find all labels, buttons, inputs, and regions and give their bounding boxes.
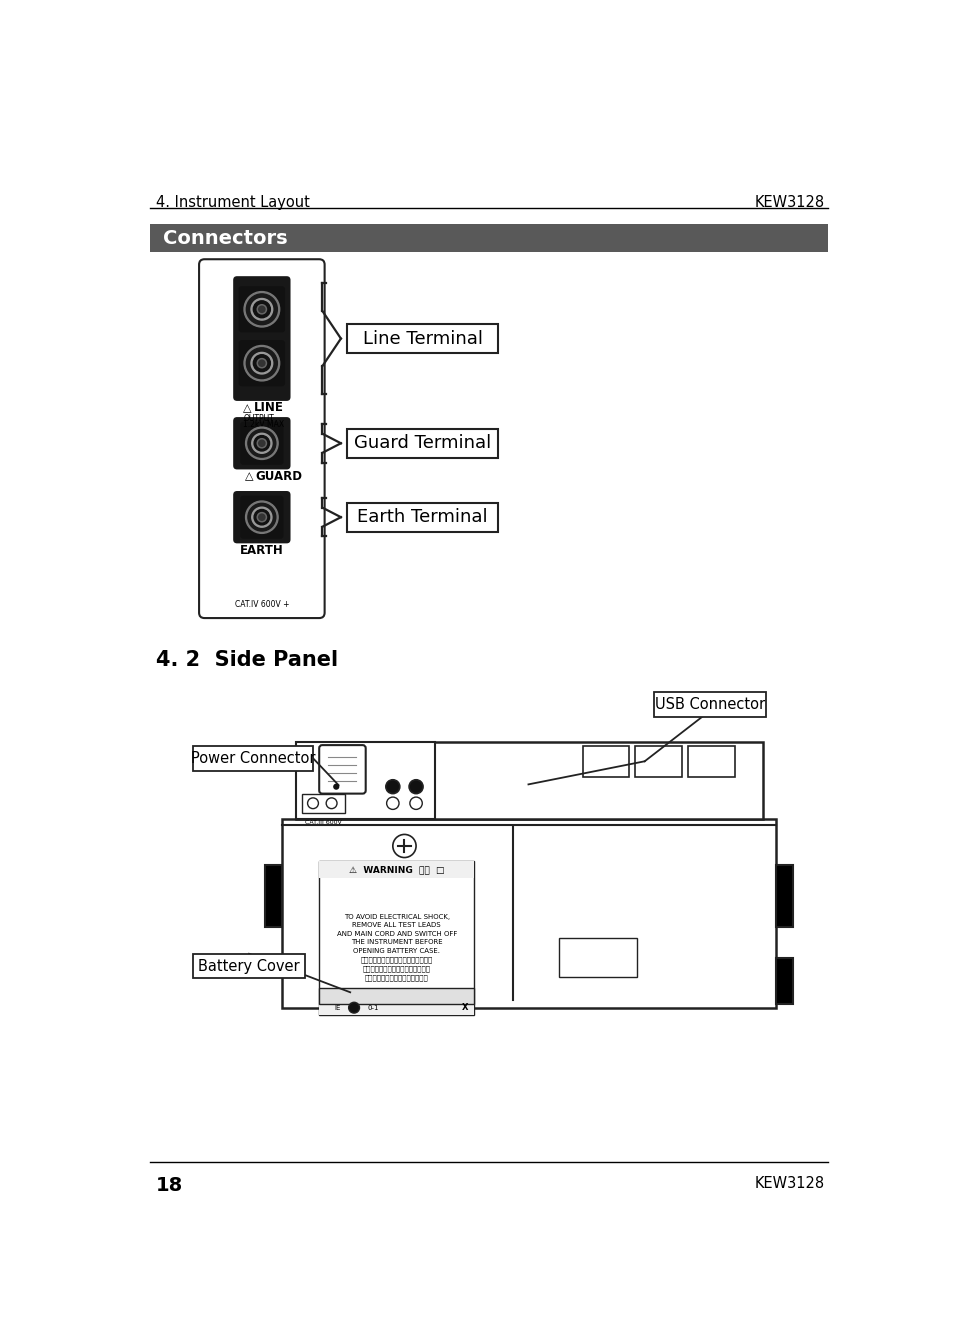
FancyBboxPatch shape — [233, 416, 291, 470]
Text: Guard Terminal: Guard Terminal — [354, 434, 491, 453]
Circle shape — [253, 301, 270, 317]
Bar — [635, 746, 681, 777]
Text: X: X — [461, 1003, 468, 1012]
FancyBboxPatch shape — [240, 422, 283, 465]
Bar — [776, 957, 793, 1004]
Circle shape — [258, 514, 265, 521]
Text: Connectors: Connectors — [163, 229, 288, 248]
Bar — [193, 953, 305, 979]
Circle shape — [257, 439, 266, 447]
Circle shape — [409, 779, 422, 794]
Circle shape — [393, 834, 416, 857]
Text: IE: IE — [335, 1004, 341, 1011]
Circle shape — [252, 434, 272, 454]
Bar — [319, 988, 474, 1004]
Text: LINE: LINE — [253, 402, 284, 414]
Text: Earth Terminal: Earth Terminal — [357, 509, 488, 526]
Bar — [347, 428, 497, 458]
Circle shape — [257, 359, 266, 368]
FancyBboxPatch shape — [238, 340, 285, 386]
Circle shape — [245, 501, 278, 533]
Circle shape — [253, 435, 270, 451]
Circle shape — [251, 299, 273, 320]
Text: ⚠  WARNING  警告  □: ⚠ WARNING 警告 □ — [349, 865, 444, 874]
Text: TO AVOID ELECTRICAL SHOCK,
REMOVE ALL TEST LEADS
AND MAIN CORD AND SWITCH OFF
TH: TO AVOID ELECTRICAL SHOCK, REMOVE ALL TE… — [336, 915, 456, 981]
Text: GUARD: GUARD — [255, 470, 302, 483]
Circle shape — [244, 292, 279, 327]
Bar — [347, 502, 497, 532]
Text: △: △ — [245, 471, 253, 482]
Circle shape — [257, 513, 266, 522]
Circle shape — [258, 307, 265, 312]
Bar — [687, 746, 734, 777]
FancyBboxPatch shape — [240, 495, 283, 538]
Bar — [582, 746, 629, 777]
Circle shape — [248, 503, 275, 532]
Circle shape — [252, 507, 272, 528]
Circle shape — [246, 348, 277, 379]
Text: 1.2kV MAX: 1.2kV MAX — [243, 420, 284, 430]
Text: 4. Instrument Layout: 4. Instrument Layout — [155, 194, 309, 210]
FancyBboxPatch shape — [233, 276, 291, 400]
Bar — [347, 324, 497, 353]
Text: CAT.III 600V: CAT.III 600V — [305, 819, 341, 825]
Bar — [282, 819, 776, 1008]
Text: USB Connector: USB Connector — [655, 696, 764, 712]
Text: Battery Cover: Battery Cover — [198, 959, 299, 973]
Bar — [319, 1000, 474, 1015]
Circle shape — [257, 305, 266, 313]
Text: Power Connector: Power Connector — [191, 751, 314, 766]
Circle shape — [251, 352, 273, 374]
Bar — [295, 742, 761, 819]
Circle shape — [244, 345, 279, 380]
Circle shape — [413, 783, 418, 790]
Circle shape — [253, 355, 270, 372]
Text: 0-1: 0-1 — [367, 1004, 378, 1011]
Bar — [319, 861, 474, 1015]
Text: OUTPUT: OUTPUT — [243, 414, 274, 423]
Text: 4. 2  Side Panel: 4. 2 Side Panel — [155, 649, 337, 670]
Circle shape — [253, 510, 270, 525]
Bar — [302, 794, 344, 813]
Circle shape — [326, 798, 336, 809]
Bar — [558, 939, 637, 977]
Circle shape — [245, 427, 278, 459]
Circle shape — [258, 360, 265, 367]
Bar — [295, 742, 435, 819]
Bar — [265, 865, 282, 927]
Circle shape — [333, 783, 339, 790]
Circle shape — [386, 797, 398, 809]
Text: KEW3128: KEW3128 — [754, 194, 823, 210]
Bar — [319, 861, 474, 878]
Circle shape — [258, 441, 265, 446]
Bar — [654, 692, 765, 716]
Circle shape — [348, 1003, 359, 1014]
Text: 18: 18 — [155, 1176, 183, 1194]
Text: KEW3128: KEW3128 — [754, 1176, 823, 1190]
Text: EARTH: EARTH — [240, 544, 283, 557]
Bar — [776, 865, 793, 927]
Circle shape — [246, 293, 277, 324]
Circle shape — [307, 798, 318, 809]
Text: △: △ — [243, 403, 252, 412]
Text: CAT.IV 600V +: CAT.IV 600V + — [234, 600, 289, 609]
FancyBboxPatch shape — [319, 744, 365, 794]
FancyBboxPatch shape — [238, 287, 285, 332]
FancyBboxPatch shape — [199, 260, 324, 619]
Bar — [150, 224, 827, 252]
Text: Line Terminal: Line Terminal — [362, 329, 482, 348]
Circle shape — [385, 779, 399, 794]
Circle shape — [410, 797, 422, 809]
Bar — [193, 746, 313, 770]
Circle shape — [248, 430, 275, 457]
FancyBboxPatch shape — [233, 491, 291, 544]
